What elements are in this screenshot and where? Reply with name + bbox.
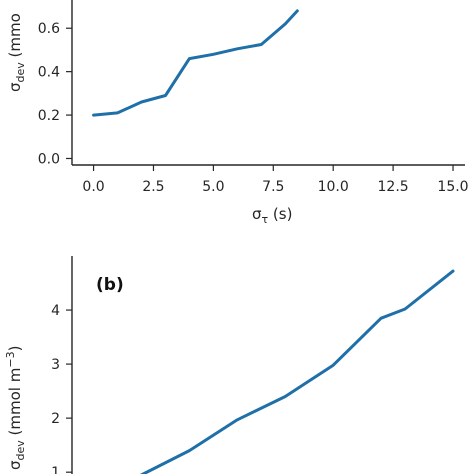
panel-a-x-tick-label: 10.0 <box>318 179 349 195</box>
panel-a-y-tick-label: 0.4 <box>38 65 60 81</box>
panel-a-x-tick-label: 5.0 <box>202 179 224 195</box>
panel-a-axes <box>71 0 465 166</box>
panel-b-y-tick-label: 2 <box>51 411 60 427</box>
panel-a: 0.0 2.5 5.0 7.5 10.0 12.5 15.0 0.0 0.2 0.4 0.6 στ… <box>6 0 469 226</box>
panel-b-y-tick-label: 3 <box>51 357 60 373</box>
panel-a-x-tick-label: 2.5 <box>142 179 164 195</box>
panel-b-series-line <box>140 269 455 474</box>
panel-b-y-tick-label: 4 <box>51 303 60 319</box>
panel-a-y-ticks: 0.0 0.2 0.4 0.6 <box>38 21 72 167</box>
panel-a-x-tick-label: 12.5 <box>378 179 409 195</box>
panel-a-y-tick-label: 0.2 <box>38 108 60 124</box>
panel-a-x-axis-label: στ (s) <box>252 205 292 226</box>
panel-a-x-ticks: 0.0 2.5 5.0 7.5 10.0 12.5 15.0 <box>82 165 469 195</box>
panel-a-x-tick-label: 15.0 <box>437 179 468 195</box>
panel-b-y-axis-label: σdev (mmol m−3) <box>4 346 27 470</box>
panel-a-y-axis-label: σdev (mmo <box>6 13 27 92</box>
panel-a-y-tick-label: 0.0 <box>38 151 60 167</box>
panel-b-y-tick-label: 1 <box>51 465 60 474</box>
panel-a-series-line <box>92 9 299 117</box>
panel-b-y-ticks: 1 2 3 4 <box>51 303 72 474</box>
panel-a-y-tick-label: 0.6 <box>38 21 60 37</box>
panel-a-x-tick-label: 7.5 <box>262 179 284 195</box>
panel-b: 1 2 3 4 (b) σdev (mmol m−3) <box>4 256 455 474</box>
panel-b-label: (b) <box>96 275 124 295</box>
panel-a-x-tick-label: 0.0 <box>82 179 104 195</box>
